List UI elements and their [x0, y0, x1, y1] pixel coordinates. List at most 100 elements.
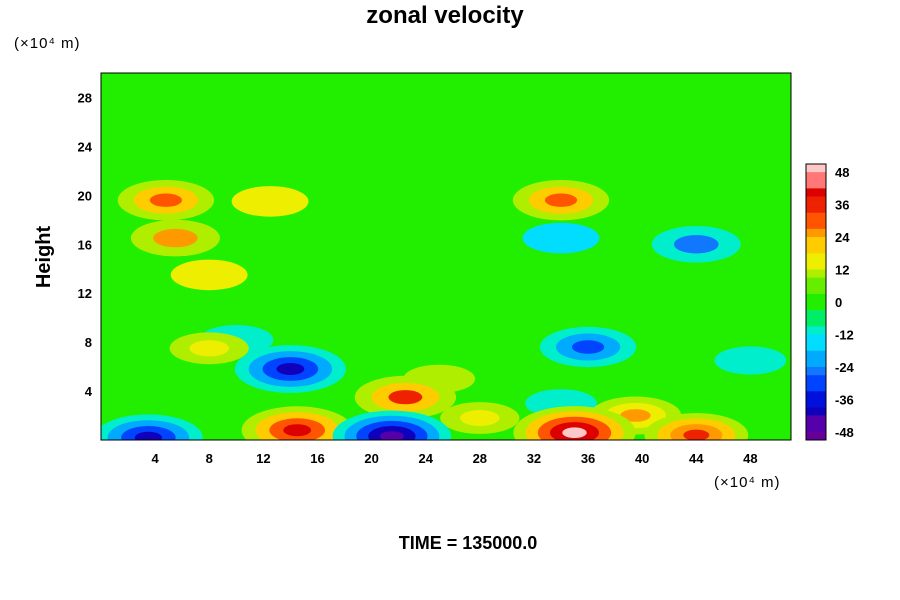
colorbar-segment: [806, 212, 826, 222]
heatmap-feature: [231, 186, 309, 217]
x-tick-label: 36: [581, 451, 595, 466]
colorbar-segment: [806, 407, 826, 416]
colorbar-segment: [806, 228, 826, 238]
heatmap-feature: [241, 406, 353, 440]
heatmap-contour: [674, 235, 719, 254]
heatmap-feature: [512, 180, 610, 221]
colorbar-segment: [806, 172, 826, 181]
heatmap-feature: [354, 375, 457, 419]
colorbar-segment: [806, 423, 826, 433]
y-tick-label: 28: [78, 90, 92, 105]
x-tick-label: 40: [635, 451, 649, 466]
y-tick-label: 24: [78, 139, 93, 154]
colorbar-segment: [806, 342, 826, 351]
colorbar-segment: [806, 245, 826, 254]
heatmap-contour: [276, 363, 305, 375]
y-axis-unit: (×10⁴ m): [14, 35, 81, 52]
colorbar-segment: [806, 391, 826, 400]
colorbar-tick-label: 0: [835, 295, 842, 310]
colorbar-tick-label: 48: [835, 165, 849, 180]
colorbar-segment: [806, 277, 826, 286]
heatmap-contour: [572, 340, 605, 354]
colorbar: [805, 163, 827, 441]
colorbar-tick-label: 36: [835, 198, 849, 213]
y-tick-label: 12: [78, 286, 92, 301]
heatmap-contour: [714, 346, 787, 375]
colorbar-segment: [806, 310, 826, 319]
colorbar-segment: [806, 269, 826, 278]
y-tick-label: 20: [78, 188, 92, 203]
colorbar-segment: [806, 415, 826, 424]
colorbar-segment: [806, 399, 826, 408]
x-tick-label: 12: [256, 451, 270, 466]
heatmap-contour: [231, 186, 309, 217]
x-tick-label: 20: [364, 451, 378, 466]
x-tick-label: 32: [527, 451, 541, 466]
colorbar-segment: [806, 220, 826, 230]
colorbar-segment: [806, 366, 826, 376]
x-tick-label: 4: [152, 451, 160, 466]
colorbar-tick-label: -48: [835, 425, 854, 440]
colorbar-frame: [805, 163, 827, 441]
plot-frame: [100, 72, 792, 441]
x-tick-label: 44: [689, 451, 704, 466]
colorbar-segment: [806, 383, 826, 392]
heatmap-contour: [544, 193, 578, 207]
colorbar-ticks: 48 36 24 12 0 -12 -24 -36 -48: [835, 165, 855, 440]
colorbar-segment: [806, 261, 826, 270]
heatmap-feature: [332, 410, 452, 440]
colorbar-segment: [806, 188, 826, 197]
plot-area: [100, 72, 792, 441]
heatmap-feature: [117, 180, 215, 221]
chart-title: zonal velocity: [366, 2, 524, 29]
heatmap-contour: [153, 228, 198, 248]
heatmap-feature: [522, 222, 600, 254]
x-tick-label: 24: [418, 451, 433, 466]
heatmap-contour: [522, 222, 600, 254]
colorbar-tick-label: 24: [835, 230, 850, 245]
colorbar-segment: [806, 180, 826, 189]
heatmap-feature: [440, 402, 520, 434]
colorbar-segment: [806, 375, 826, 384]
heatmap-field: [101, 180, 787, 440]
y-axis-ticks: 4 8 12 16 20 24 28: [78, 90, 93, 399]
heatmap-contour: [388, 390, 423, 405]
heatmap-contour: [283, 424, 312, 437]
heatmap-feature: [651, 226, 741, 263]
colorbar-segment: [806, 318, 826, 327]
colorbar-segment: [806, 237, 826, 246]
y-tick-label: 4: [85, 384, 93, 399]
x-tick-label: 28: [473, 451, 487, 466]
y-tick-label: 8: [85, 335, 92, 350]
colorbar-segment: [806, 293, 826, 303]
heatmap-feature: [170, 259, 248, 291]
colorbar-segment: [806, 164, 826, 173]
y-tick-label: 16: [78, 237, 92, 252]
heatmap-feature: [101, 414, 203, 440]
heatmap-contour: [149, 193, 182, 207]
colorbar-tick-label: -36: [835, 392, 854, 407]
colorbar-segment: [806, 196, 826, 205]
colorbar-segment: [806, 358, 826, 368]
x-tick-label: 48: [743, 451, 757, 466]
colorbar-segment: [806, 431, 826, 441]
x-axis-unit: (×10⁴ m): [714, 474, 781, 491]
heatmap-contour: [170, 259, 248, 291]
heatmap-feature: [234, 345, 346, 393]
heatmap-contour: [189, 340, 229, 357]
time-annotation: TIME = 135000.0: [399, 533, 538, 553]
heatmap-contour: [460, 410, 500, 426]
colorbar-segment: [806, 350, 826, 360]
y-axis-label: Height: [33, 226, 55, 289]
heatmap-feature: [169, 332, 249, 365]
x-tick-label: 8: [206, 451, 213, 466]
heatmap-contour: [620, 409, 651, 422]
heatmap-feature: [714, 346, 787, 375]
colorbar-segment: [806, 285, 826, 295]
x-tick-label: 16: [310, 451, 324, 466]
heatmap-feature: [644, 413, 749, 440]
colorbar-tick-label: -24: [835, 360, 855, 375]
colorbar-segment: [806, 302, 826, 311]
colorbar-segment: [806, 204, 826, 213]
